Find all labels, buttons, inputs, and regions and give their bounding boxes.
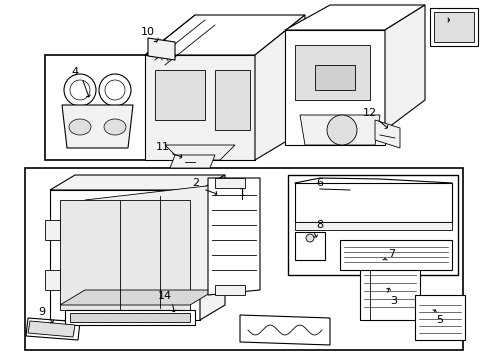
- Circle shape: [326, 115, 356, 145]
- Polygon shape: [314, 65, 354, 90]
- Text: 9: 9: [39, 307, 45, 317]
- Polygon shape: [145, 55, 254, 160]
- Text: 5: 5: [436, 315, 443, 325]
- Text: 13: 13: [447, 21, 461, 31]
- Polygon shape: [414, 295, 464, 340]
- Polygon shape: [240, 315, 329, 345]
- Polygon shape: [285, 30, 384, 145]
- Polygon shape: [215, 178, 244, 188]
- Circle shape: [305, 234, 313, 242]
- Bar: [45, 55, 150, 160]
- Polygon shape: [294, 45, 369, 100]
- Polygon shape: [26, 318, 80, 340]
- Polygon shape: [215, 70, 249, 130]
- Polygon shape: [70, 313, 190, 322]
- Polygon shape: [254, 15, 305, 160]
- Text: 11: 11: [156, 142, 170, 152]
- Text: 12: 12: [362, 108, 376, 118]
- Text: 7: 7: [387, 249, 395, 259]
- Polygon shape: [200, 175, 224, 320]
- Polygon shape: [65, 310, 195, 325]
- Polygon shape: [374, 120, 399, 148]
- Text: 2: 2: [192, 178, 199, 188]
- Polygon shape: [170, 155, 215, 168]
- Polygon shape: [299, 115, 379, 145]
- Polygon shape: [148, 38, 175, 60]
- Polygon shape: [215, 285, 244, 295]
- Text: 4: 4: [71, 67, 79, 77]
- Polygon shape: [62, 105, 133, 148]
- Polygon shape: [85, 185, 215, 305]
- Polygon shape: [45, 270, 60, 290]
- Polygon shape: [207, 178, 260, 295]
- Text: 3: 3: [390, 296, 397, 306]
- Ellipse shape: [104, 119, 126, 135]
- Ellipse shape: [69, 119, 91, 135]
- Text: 1: 1: [238, 188, 245, 198]
- Bar: [25, 168, 462, 350]
- Text: 14: 14: [158, 291, 172, 301]
- Polygon shape: [384, 5, 424, 130]
- Text: 6: 6: [316, 178, 323, 188]
- Polygon shape: [359, 265, 419, 320]
- Polygon shape: [294, 183, 451, 222]
- Polygon shape: [60, 290, 215, 305]
- Polygon shape: [294, 232, 325, 260]
- Polygon shape: [164, 145, 235, 160]
- Polygon shape: [294, 222, 451, 230]
- Bar: [287, 175, 457, 275]
- Polygon shape: [50, 190, 200, 320]
- Text: 8: 8: [316, 220, 323, 230]
- Polygon shape: [45, 220, 60, 240]
- Polygon shape: [50, 175, 224, 190]
- Polygon shape: [60, 200, 190, 310]
- Text: 10: 10: [141, 27, 155, 37]
- Polygon shape: [285, 5, 424, 30]
- Polygon shape: [339, 240, 451, 270]
- Polygon shape: [155, 70, 204, 120]
- Polygon shape: [28, 321, 75, 337]
- Bar: [433, 12, 473, 42]
- Polygon shape: [145, 15, 305, 55]
- Bar: [429, 8, 477, 46]
